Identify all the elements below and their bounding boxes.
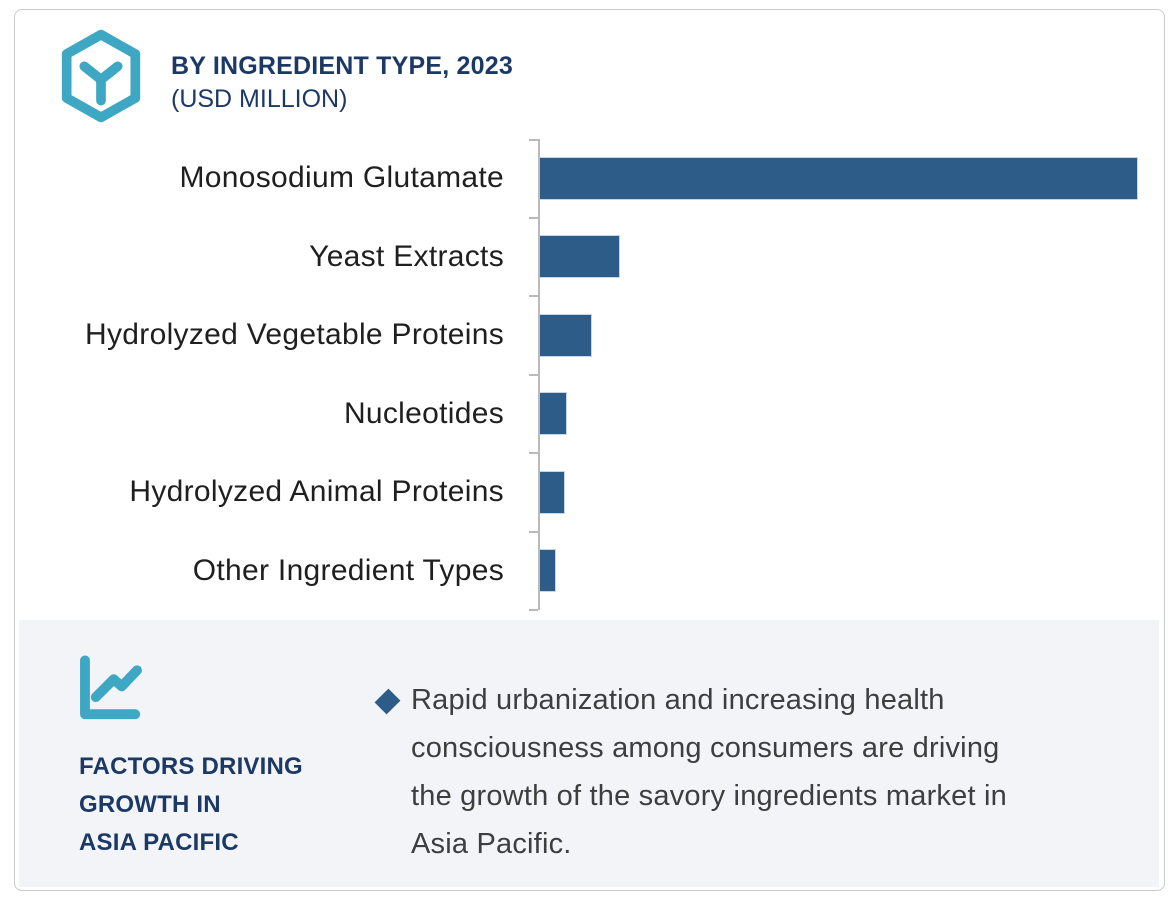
bullet-text: Rapid urbanization and increasing health… xyxy=(411,684,1007,860)
bar-track xyxy=(538,453,1164,532)
bar xyxy=(540,157,1137,199)
category-label: Monosodium Glutamate xyxy=(179,161,504,195)
bar-track xyxy=(538,139,1164,218)
bar-row: Other Ingredient Types xyxy=(15,532,1164,611)
chart-card: BY INGREDIENT TYPE, 2023 (USD MILLION) M… xyxy=(14,9,1165,891)
axis-tick xyxy=(529,139,538,141)
category-label: Hydrolyzed Vegetable Proteins xyxy=(85,318,504,352)
y-axis-line xyxy=(538,139,540,610)
category-label: Hydrolyzed Animal Proteins xyxy=(129,475,504,509)
category-label: Nucleotides xyxy=(343,396,504,430)
bar-chart: Monosodium Glutamate Yeast Extracts Hydrol… xyxy=(15,139,1164,611)
bar-row: Hydrolyzed Animal Proteins xyxy=(15,453,1164,532)
diamond-bullet-icon xyxy=(374,688,401,715)
axis-tick xyxy=(529,530,538,533)
axis-tick xyxy=(529,295,538,297)
bar-row: Yeast Extracts xyxy=(15,218,1164,297)
bar xyxy=(540,314,591,356)
bar xyxy=(540,393,566,434)
chart-subtitle: (USD MILLION) xyxy=(171,85,348,113)
category-label: Other Ingredient Types xyxy=(192,553,504,587)
line-chart-icon xyxy=(80,655,142,720)
bullet-item: Rapid urbanization and increasing health… xyxy=(374,676,1131,868)
chart-title: BY INGREDIENT TYPE, 2023 xyxy=(171,52,513,80)
chart-header: BY INGREDIENT TYPE, 2023 (USD MILLION) xyxy=(57,28,513,124)
axis-tick xyxy=(529,216,538,219)
bar-row: Nucleotides xyxy=(15,375,1164,454)
axis-tick xyxy=(529,452,538,454)
bar-row: Monosodium Glutamate xyxy=(15,139,1164,218)
axis-tick xyxy=(529,373,538,376)
bar-row: Hydrolyzed Vegetable Proteins xyxy=(15,296,1164,375)
bar xyxy=(540,550,555,591)
bar-track xyxy=(538,375,1164,454)
bar xyxy=(540,471,564,513)
hexagon-y-logo-svg xyxy=(61,29,141,123)
bar-track xyxy=(538,532,1164,611)
chart-title-block: BY INGREDIENT TYPE, 2023 (USD MILLION) xyxy=(171,50,513,116)
category-label: Yeast Extracts xyxy=(309,239,504,273)
hexagon-y-logo-icon xyxy=(57,28,145,124)
bar-track xyxy=(538,218,1164,297)
factors-panel: FACTORS DRIVING GROWTH IN ASIA PACIFIC R… xyxy=(19,620,1159,887)
axis-tick xyxy=(529,609,538,611)
bar xyxy=(540,236,619,277)
bar-track xyxy=(538,296,1164,375)
factors-heading: FACTORS DRIVING GROWTH IN ASIA PACIFIC xyxy=(79,753,303,856)
